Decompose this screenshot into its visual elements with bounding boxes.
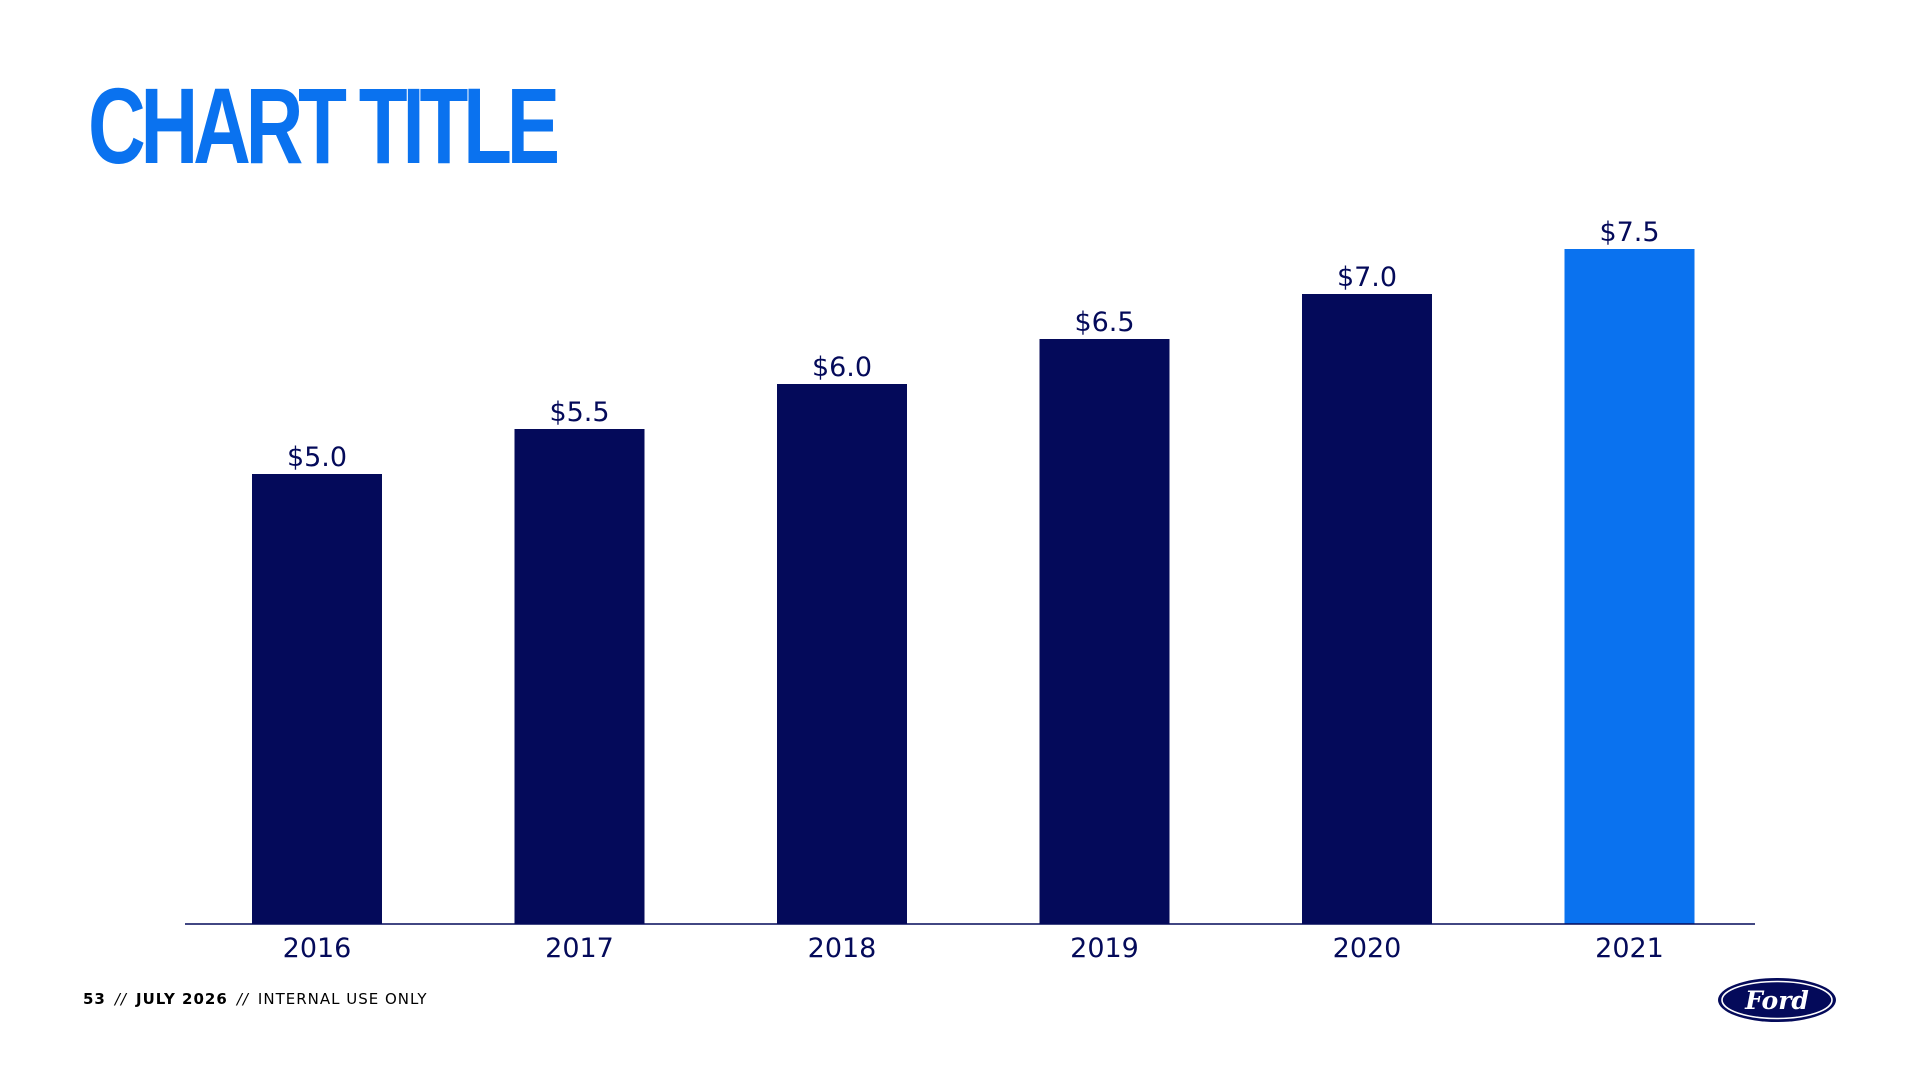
bar-2020 — [1302, 294, 1432, 924]
bar-series — [252, 249, 1695, 924]
x-tick-label-2019: 2019 — [1070, 933, 1139, 964]
footer-separator: // — [236, 990, 249, 1008]
x-tick-label-2016: 2016 — [283, 933, 352, 964]
logo-text: Ford — [1744, 986, 1809, 1015]
bar-2021 — [1564, 249, 1695, 924]
data-label-2020: $7.0 — [1337, 262, 1397, 293]
page-number: 53 — [83, 990, 106, 1008]
footer-date: JULY 2026 — [135, 990, 228, 1008]
chart-title: CHART TITLE — [88, 65, 560, 186]
data-label-2016: $5.0 — [287, 442, 347, 473]
data-label-2018: $6.0 — [812, 352, 872, 383]
data-label-2021: $7.5 — [1599, 217, 1659, 248]
data-labels: $5.0 $5.5 $6.0 $6.5 $7.0 $7.5 — [287, 217, 1660, 473]
x-tick-label-2021: 2021 — [1595, 933, 1664, 964]
bar-2016 — [252, 474, 382, 924]
footer-separator: // — [114, 990, 127, 1008]
footer-classification: INTERNAL USE ONLY — [257, 990, 428, 1008]
x-tick-label-2020: 2020 — [1333, 933, 1402, 964]
x-tick-label-2018: 2018 — [808, 933, 877, 964]
x-axis-tick-labels: 2016 2017 2018 2019 2020 2021 — [283, 933, 1664, 964]
bar-2019 — [1039, 339, 1170, 924]
footer: 53 // JULY 2026 // INTERNAL USE ONLY — [83, 990, 428, 1008]
x-tick-label-2017: 2017 — [545, 933, 614, 964]
data-label-2019: $6.5 — [1074, 307, 1134, 338]
bar-2017 — [514, 429, 645, 924]
ford-oval-logo-icon: Ford — [1718, 978, 1836, 1022]
bar-2018 — [777, 384, 907, 924]
data-label-2017: $5.5 — [549, 397, 609, 428]
